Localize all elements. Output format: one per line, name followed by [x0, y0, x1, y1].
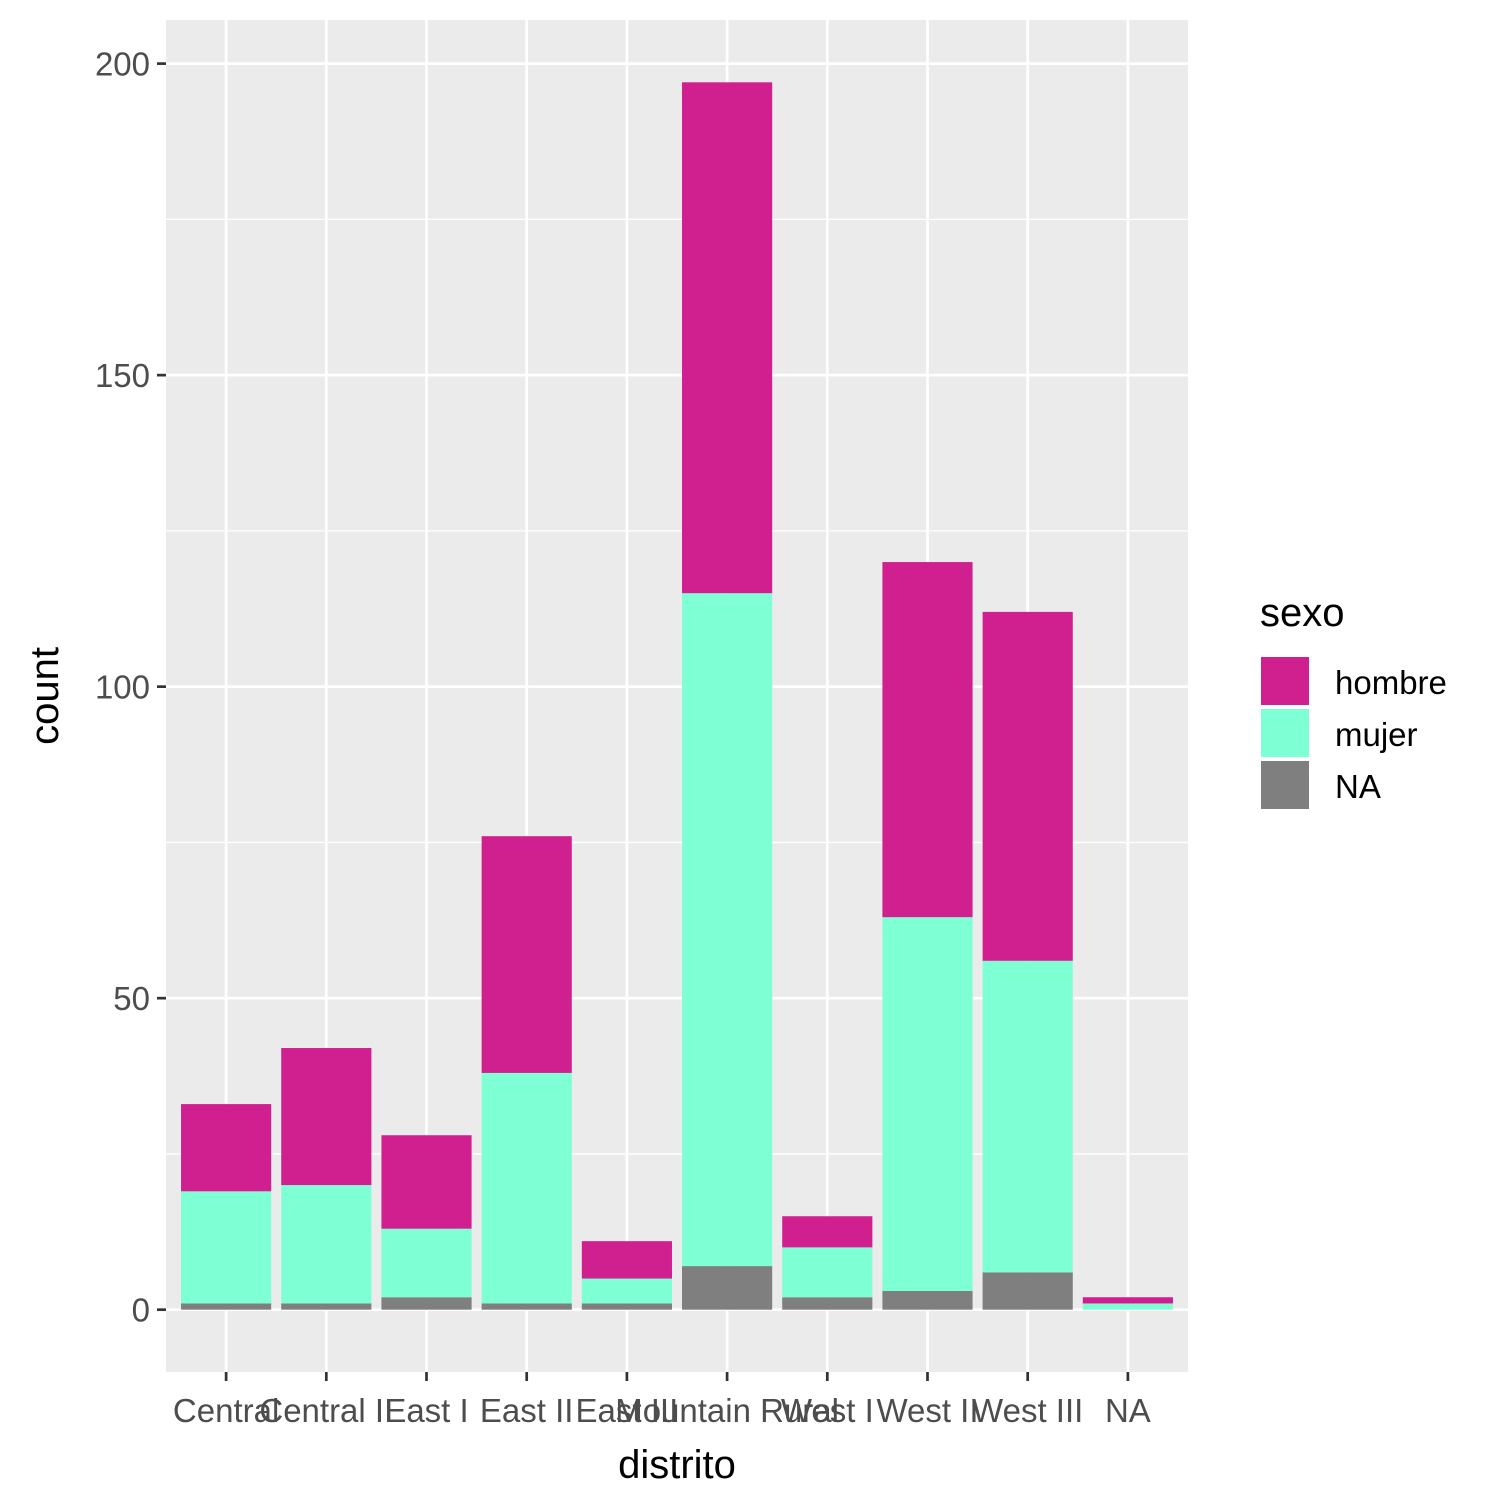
- y-tick-label: 200: [95, 46, 150, 83]
- legend-title: sexo: [1260, 591, 1345, 635]
- bar-segment: [481, 836, 572, 1073]
- x-tick-label: East II: [480, 1392, 574, 1429]
- x-tick-label: Central: [173, 1392, 279, 1429]
- bar-segment: [381, 1297, 472, 1310]
- legend-label: NA: [1335, 768, 1381, 805]
- legend-key: [1259, 655, 1311, 707]
- x-axis-title: distrito: [618, 1443, 736, 1487]
- y-axis: 0 50 100 150 200: [95, 46, 166, 1329]
- bar-segment: [882, 562, 973, 918]
- bar-segment: [682, 1266, 773, 1310]
- bar-segment: [181, 1191, 272, 1304]
- bar-segment: [882, 1291, 973, 1310]
- bar-segment: [581, 1303, 672, 1310]
- y-tick-label: 150: [95, 357, 150, 394]
- bar-segment: [281, 1048, 372, 1186]
- bar-segment: [481, 1072, 572, 1304]
- bar-segment: [1082, 1297, 1173, 1304]
- bar-segment: [281, 1303, 372, 1310]
- bar-segment: [181, 1104, 272, 1192]
- x-tick-label: West I: [781, 1392, 874, 1429]
- x-tick-label: West III: [972, 1392, 1083, 1429]
- bar-segment: [1082, 1303, 1173, 1310]
- bar-segment: [982, 960, 1073, 1273]
- x-tick-label: Mountain Rural: [615, 1392, 839, 1429]
- x-tick-label: Central II: [259, 1392, 393, 1429]
- y-axis-title: count: [23, 647, 67, 745]
- bar-segment: [882, 917, 973, 1292]
- bar-segment: [682, 593, 773, 1267]
- bar-segment: [982, 1272, 1073, 1310]
- bar-segment: [782, 1297, 873, 1310]
- y-tick-label: 0: [132, 1292, 150, 1329]
- y-tick-label: 100: [95, 669, 150, 706]
- legend: sexo hombre mujer NA: [1259, 591, 1447, 811]
- bar-segment: [782, 1247, 873, 1298]
- bar-segment: [581, 1241, 672, 1279]
- bar-segment: [581, 1278, 672, 1304]
- legend-key: [1259, 707, 1311, 759]
- bars: [181, 82, 1173, 1310]
- legend-label: mujer: [1335, 716, 1418, 753]
- bar-segment: [381, 1135, 472, 1229]
- y-tick-label: 50: [113, 980, 150, 1017]
- x-tick-label: East III: [576, 1392, 679, 1429]
- bar-segment: [181, 1303, 272, 1310]
- bar-segment: [481, 1303, 572, 1310]
- bar-segment: [682, 82, 773, 594]
- bar-segment: [281, 1185, 372, 1304]
- x-tick-label: East I: [384, 1392, 468, 1429]
- bar-segment: [381, 1228, 472, 1298]
- legend-label: hombre: [1335, 664, 1447, 701]
- bar-segment: [982, 611, 1073, 961]
- x-tick-label: NA: [1105, 1392, 1151, 1429]
- bar-segment: [782, 1216, 873, 1248]
- x-tick-label: West II: [876, 1392, 978, 1429]
- legend-key: [1259, 759, 1311, 811]
